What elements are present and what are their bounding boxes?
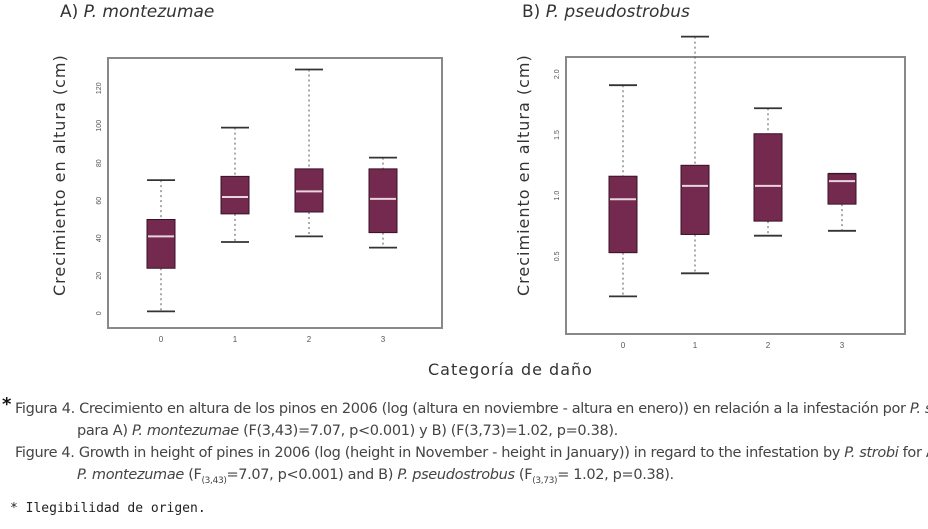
- panel-b-box-0: [608, 175, 638, 254]
- panel-b-y-axis-label: Crecimiento en altura (cm): [514, 54, 533, 296]
- panel-a-y-tick-label: 100: [96, 120, 103, 132]
- boxplot-figure: 0 20 40 60 80 100 120 0 1 2 3 0.5 1.0 1.5 2.0 0 1 2 3: [96, 35, 906, 350]
- panel-b-prefix: B): [522, 2, 546, 22]
- caption-en-species: P. montezumae: [77, 467, 184, 483]
- panel-a-title: A) P. montezumae: [60, 2, 214, 22]
- panel-b-y-tick-label: 2.0: [554, 69, 561, 79]
- caption-es-stats: (F(3,43)=7.07, p<0.001) y B) (F(3,73)=1.…: [238, 423, 618, 439]
- panel-b-x-tick-label: 3: [840, 341, 845, 350]
- caption-en-text: (F: [514, 467, 533, 483]
- panel-b-box-1: [680, 164, 710, 235]
- panel-a-prefix: A): [60, 2, 84, 22]
- panel-b-y-tick-label: 1.5: [554, 130, 561, 140]
- caption-en-text: (F: [183, 467, 202, 483]
- panel-a-y-tick-label: 20: [96, 272, 103, 280]
- panel-b-x-tick-label: 0: [621, 341, 626, 350]
- panel-a-x-tick-label: 2: [307, 335, 312, 344]
- caption-spanish-line-1: Figura 4. Crecimiento en altura de los p…: [15, 398, 928, 420]
- caption-english-line-2: P. montezumae (F(3,43)=7.07, p<0.001) an…: [77, 464, 674, 492]
- caption-en-text: Figure 4. Growth in height of pines in 2…: [15, 445, 845, 461]
- panel-b-y-tick-label: 0.5: [554, 251, 561, 261]
- panel-b-x-tick-label: 2: [766, 341, 771, 350]
- caption-spanish-line-2: para A) P. montezumae (F(3,43)=7.07, p<0…: [77, 420, 618, 442]
- caption-en-species: P. strobi: [844, 445, 899, 461]
- caption-es-species: P. montezumae: [131, 423, 239, 439]
- panel-a-y-tick-label: 40: [96, 234, 103, 242]
- caption-en-text: for A): [902, 445, 928, 461]
- caption-english-line-1: Figure 4. Growth in height of pines in 2…: [15, 442, 928, 464]
- panel-a-y-tick-label: 120: [96, 82, 103, 94]
- panel-b-species: P. pseudostrobus: [545, 2, 690, 22]
- panel-a-box-0: [146, 219, 176, 269]
- panel-b-x-tick-label: 1: [693, 341, 698, 350]
- panel-a-y-tick-label: 60: [96, 197, 103, 205]
- caption-en-subscript: (3,43): [201, 475, 227, 486]
- caption-es-text: para A): [77, 423, 132, 439]
- panel-a-box-1: [220, 175, 250, 215]
- panel-a-box-3: [368, 168, 398, 234]
- panel-b-box-3: [827, 173, 857, 205]
- panel-b-box-2: [753, 133, 783, 222]
- caption-en-stats: =7.07, p<0.001) and B): [226, 467, 398, 483]
- caption-es-species: P. strobi: [909, 401, 928, 417]
- panel-a-y-tick-label: 80: [96, 159, 103, 167]
- caption-en-subscript: (3,73): [532, 475, 558, 486]
- panel-a-y-axis-label: Crecimiento en altura (cm): [50, 54, 69, 296]
- panel-a-x-tick-label: 0: [159, 335, 164, 344]
- caption-en-stats: = 1.02, p=0.38).: [557, 467, 674, 483]
- caption-es-text: Figura 4. Crecimiento en altura de los p…: [15, 401, 910, 417]
- panel-b-title: B) P. pseudostrobus: [522, 2, 690, 22]
- caption-asterisk: *: [2, 394, 12, 415]
- panel-a-species: P. montezumae: [83, 2, 215, 22]
- panel-a-x-tick-label: 3: [381, 335, 386, 344]
- panel-a-x-tick-label: 1: [233, 335, 238, 344]
- caption-en-species: P. pseudostrobus: [397, 467, 515, 483]
- panel-a-plot-frame: [107, 57, 443, 329]
- footnote: * Ilegibilidad de origen.: [10, 501, 206, 516]
- panel-b-y-tick-label: 1.0: [554, 191, 561, 201]
- panel-b-plot-frame: [565, 56, 906, 335]
- x-axis-label: Categoría de daño: [428, 360, 593, 379]
- panel-a-y-tick-label: 0: [96, 311, 103, 315]
